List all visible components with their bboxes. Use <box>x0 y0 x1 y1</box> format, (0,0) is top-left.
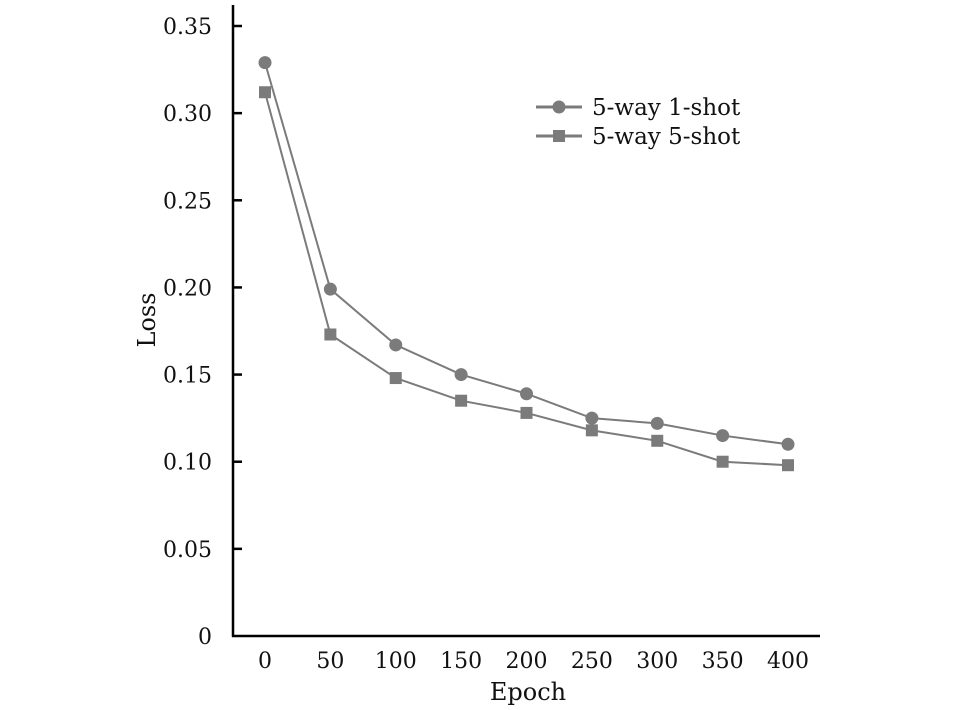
legend: 5-way 1-shot 5-way 5-shot <box>536 95 741 150</box>
y-tick-label: 0.15 <box>163 364 212 389</box>
x-tick-label: 150 <box>440 649 482 674</box>
square-marker <box>651 434 664 447</box>
x-axis-label: Epoch <box>490 678 566 706</box>
circle-marker <box>520 387 533 401</box>
y-tick-label: 0.20 <box>163 276 212 301</box>
y-tick-label: 0.35 <box>163 15 212 40</box>
x-tick-label: 250 <box>571 649 613 674</box>
circle-marker <box>323 282 337 296</box>
y-tick-label: 0.30 <box>163 102 212 127</box>
legend-label: 5-way 5-shot <box>592 124 741 150</box>
legend-label: 5-way 1-shot <box>592 95 741 121</box>
x-tick-label: 100 <box>375 649 417 674</box>
y-tick-label: 0.25 <box>163 189 212 214</box>
x-tick-label: 350 <box>702 649 744 674</box>
circle-marker <box>781 437 795 451</box>
legend-circle-marker <box>552 100 566 114</box>
square-marker <box>455 394 468 407</box>
y-tick-label: 0 <box>198 625 212 650</box>
square-marker <box>716 455 729 468</box>
square-marker <box>389 372 402 385</box>
x-tick-label: 0 <box>258 649 272 674</box>
circle-marker <box>650 416 664 430</box>
y-tick-label: 0.05 <box>163 538 212 563</box>
axes <box>231 5 820 638</box>
x-tick-label: 300 <box>636 649 678 674</box>
series-1 <box>258 56 795 451</box>
circle-marker <box>389 338 403 352</box>
x-tick-label: 200 <box>506 649 548 674</box>
legend-square-marker <box>553 130 565 142</box>
circle-marker <box>454 368 468 382</box>
y-tick-label: 0.10 <box>163 451 212 476</box>
legend-item: 5-way 5-shot <box>536 124 741 150</box>
circle-marker <box>585 411 599 425</box>
square-marker <box>259 86 271 99</box>
x-tick-label: 400 <box>767 649 809 674</box>
square-marker <box>324 328 337 341</box>
legend-item: 5-way 1-shot <box>536 95 741 121</box>
x-tick-label: 50 <box>316 649 344 674</box>
square-marker <box>585 424 598 437</box>
square-marker <box>520 406 533 419</box>
y-axis-label: Loss <box>133 292 161 347</box>
series-2 <box>259 86 794 472</box>
square-marker <box>782 459 794 472</box>
circle-marker <box>258 56 272 70</box>
circle-marker <box>716 429 730 443</box>
